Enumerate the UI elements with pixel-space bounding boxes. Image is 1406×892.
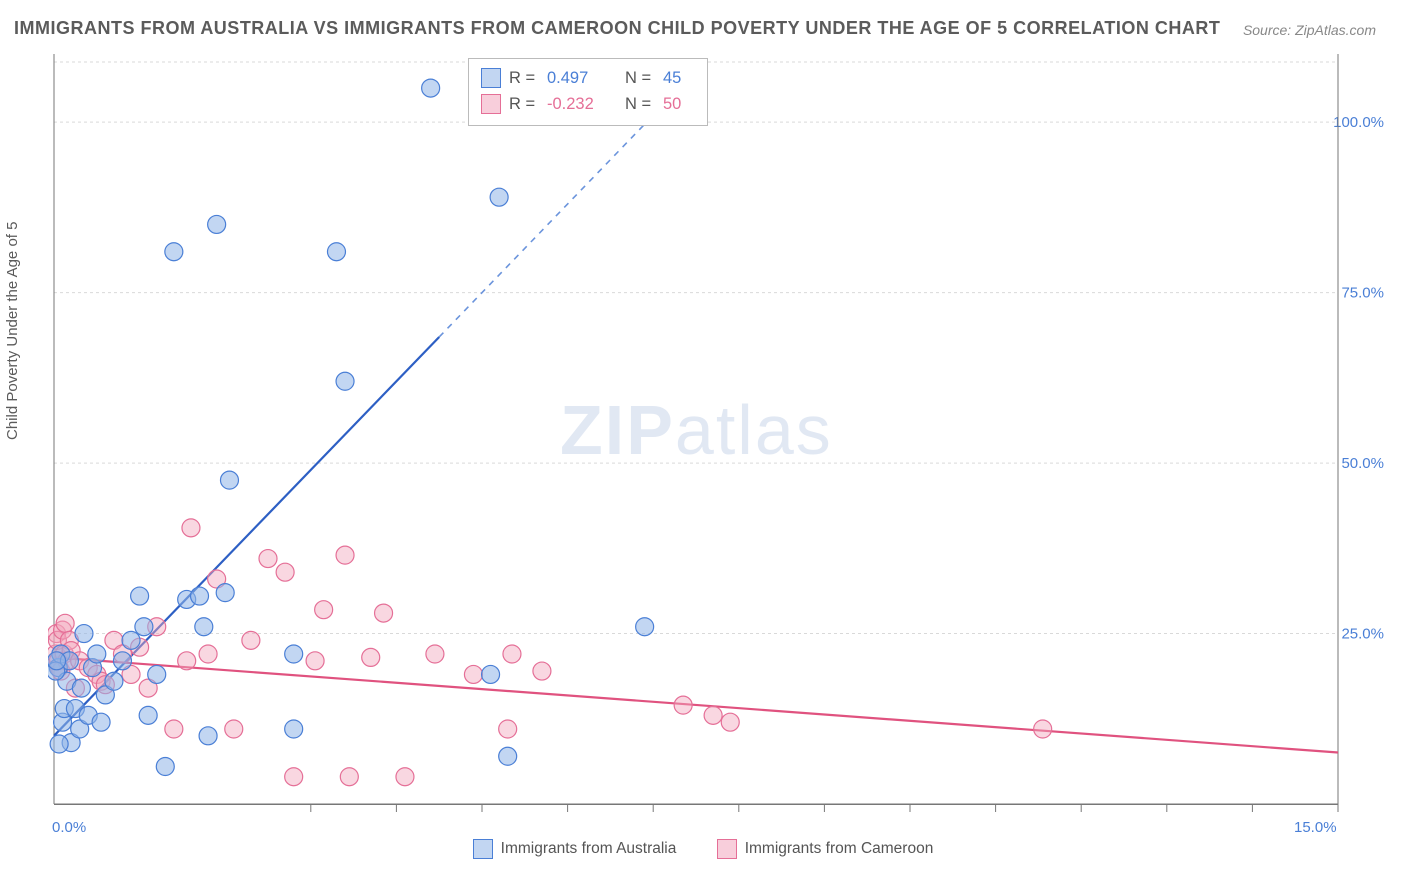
- point-series-a: [135, 618, 153, 636]
- point-series-a: [122, 631, 140, 649]
- point-series-b: [362, 648, 380, 666]
- point-series-b: [178, 652, 196, 670]
- point-series-b: [426, 645, 444, 663]
- point-series-a: [131, 587, 149, 605]
- point-series-b: [285, 768, 303, 786]
- r-value-b: -0.232: [547, 91, 617, 117]
- point-series-a: [208, 215, 226, 233]
- point-series-b: [533, 662, 551, 680]
- regression-line-b: [54, 657, 1338, 752]
- point-series-a: [113, 652, 131, 670]
- n-value-a: 45: [663, 65, 693, 91]
- point-series-b: [1034, 720, 1052, 738]
- point-series-b: [674, 696, 692, 714]
- source-value: ZipAtlas.com: [1295, 22, 1376, 38]
- y-tick-label: 50.0%: [1341, 455, 1384, 472]
- point-series-a: [75, 625, 93, 643]
- n-label-a: N =: [625, 65, 655, 91]
- swatch-series-a: [481, 68, 501, 88]
- point-series-a: [422, 79, 440, 97]
- point-series-a: [327, 243, 345, 261]
- correlation-stats-box: R = 0.497 N = 45 R = -0.232 N = 50: [468, 58, 708, 126]
- point-series-b: [182, 519, 200, 537]
- point-series-b: [704, 706, 722, 724]
- point-series-a: [88, 645, 106, 663]
- y-tick-label: 25.0%: [1341, 626, 1384, 643]
- point-series-b: [259, 550, 277, 568]
- point-series-b: [464, 665, 482, 683]
- n-value-b: 50: [663, 91, 693, 117]
- point-series-a: [165, 243, 183, 261]
- r-value-a: 0.497: [547, 65, 617, 91]
- chart-title: IMMIGRANTS FROM AUSTRALIA VS IMMIGRANTS …: [14, 18, 1220, 39]
- point-series-a: [216, 584, 234, 602]
- point-series-b: [340, 768, 358, 786]
- point-series-b: [306, 652, 324, 670]
- regression-line-a-dash: [439, 109, 660, 337]
- stats-row-b: R = -0.232 N = 50: [481, 91, 693, 117]
- point-series-a: [285, 645, 303, 663]
- y-axis-label: Child Poverty Under the Age of 5: [4, 222, 21, 440]
- legend-swatch-a: [473, 839, 493, 859]
- stats-row-a: R = 0.497 N = 45: [481, 65, 693, 91]
- n-label-b: N =: [625, 91, 655, 117]
- r-label-b: R =: [509, 91, 539, 117]
- point-series-a: [195, 618, 213, 636]
- legend-label-b: Immigrants from Cameroon: [745, 840, 934, 858]
- point-series-b: [165, 720, 183, 738]
- scatter-plot: 25.0% 50.0% 75.0% 100.0% 0.0% 15.0%: [48, 50, 1388, 840]
- point-series-a: [220, 471, 238, 489]
- point-series-a: [148, 665, 166, 683]
- swatch-series-b: [481, 94, 501, 114]
- point-series-a: [50, 735, 68, 753]
- point-series-a: [92, 713, 110, 731]
- y-tick-label: 100.0%: [1333, 114, 1384, 131]
- point-series-a: [490, 188, 508, 206]
- point-series-a: [336, 372, 354, 390]
- legend-label-a: Immigrants from Australia: [501, 840, 677, 858]
- point-series-a: [499, 747, 517, 765]
- source-attribution: Source: ZipAtlas.com: [1243, 22, 1376, 38]
- point-series-b: [396, 768, 414, 786]
- legend-item-a: Immigrants from Australia: [473, 839, 677, 859]
- point-series-a: [139, 706, 157, 724]
- plot-svg: 25.0% 50.0% 75.0% 100.0% 0.0% 15.0%: [48, 50, 1388, 840]
- point-series-b: [375, 604, 393, 622]
- legend-item-b: Immigrants from Cameroon: [717, 839, 934, 859]
- point-series-a: [482, 665, 500, 683]
- point-series-b: [199, 645, 217, 663]
- point-series-b: [225, 720, 243, 738]
- legend-swatch-b: [717, 839, 737, 859]
- point-series-b: [276, 563, 294, 581]
- source-label: Source:: [1243, 22, 1291, 38]
- point-series-b: [503, 645, 521, 663]
- point-series-a: [191, 587, 209, 605]
- x-tick-label-max: 15.0%: [1294, 819, 1337, 836]
- point-series-a: [48, 652, 66, 670]
- point-series-b: [336, 546, 354, 564]
- point-series-b: [315, 601, 333, 619]
- point-series-b: [721, 713, 739, 731]
- point-series-a: [636, 618, 654, 636]
- point-series-a: [156, 758, 174, 776]
- point-series-b: [499, 720, 517, 738]
- point-series-a: [105, 672, 123, 690]
- r-label-a: R =: [509, 65, 539, 91]
- point-series-a: [285, 720, 303, 738]
- point-series-a: [199, 727, 217, 745]
- y-tick-label: 75.0%: [1341, 285, 1384, 302]
- point-series-b: [56, 614, 74, 632]
- point-series-b: [242, 631, 260, 649]
- legend-bottom: Immigrants from Australia Immigrants fro…: [0, 839, 1406, 864]
- x-tick-label-min: 0.0%: [52, 819, 86, 836]
- point-series-a: [72, 679, 90, 697]
